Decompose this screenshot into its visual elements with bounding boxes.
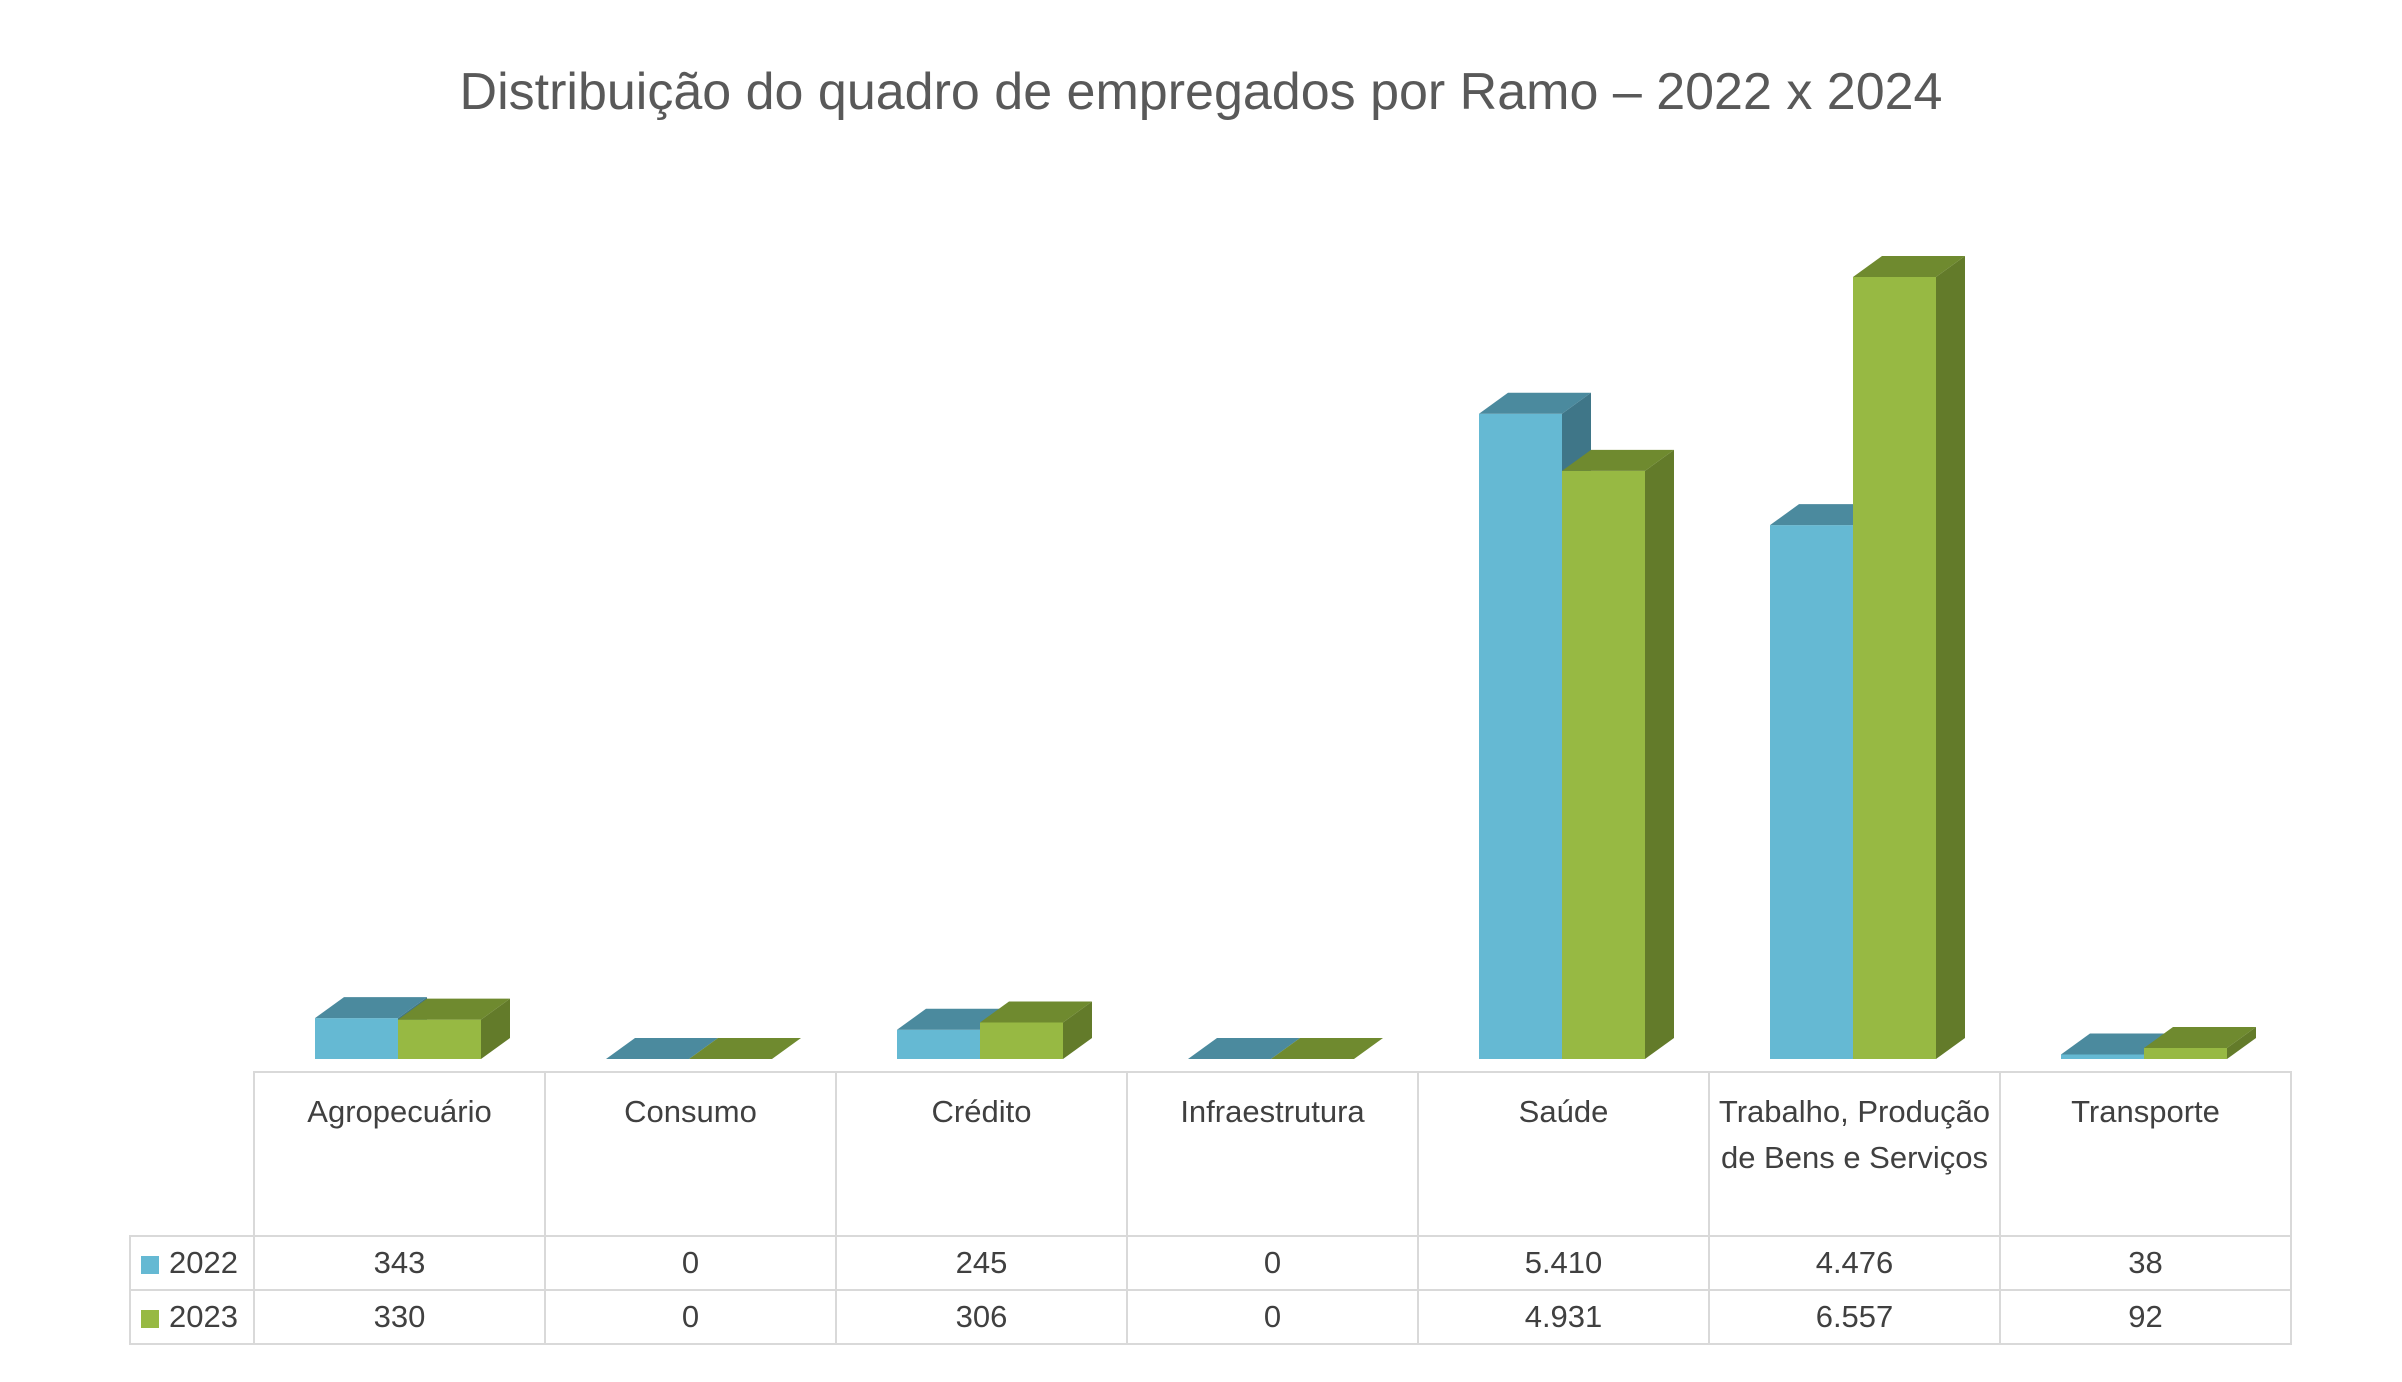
bar-2023 [689, 1038, 801, 1059]
category-label: Transporte [1999, 1071, 2292, 1237]
bar-side [1645, 449, 1674, 1059]
value-cell: 38 [1999, 1235, 2292, 1291]
bar-top [398, 998, 510, 1020]
bar-top [1188, 1038, 1300, 1059]
bar-side [1063, 1001, 1092, 1059]
legend-2023: 2023 [129, 1289, 255, 1345]
value-cell: 330 [253, 1289, 546, 1345]
bar-front [1853, 276, 1936, 1059]
data-table: Agropecuário Consumo Crédito Infraestrut… [129, 1071, 2292, 1345]
value-cell: 0 [1126, 1235, 1419, 1291]
series-name: 2023 [169, 1299, 238, 1334]
chart-title: Distribuição do quadro de empregados por… [459, 63, 1943, 121]
bar-2023 [1271, 1038, 1383, 1059]
category-label: Infraestrutura [1126, 1071, 1419, 1237]
value-cell: 4.931 [1417, 1289, 1710, 1345]
bar-2023 [1853, 255, 1965, 1059]
bar-front [398, 1019, 481, 1059]
category-label: Agropecuário [253, 1071, 546, 1237]
table-corner [130, 1072, 255, 1237]
value-cell: 306 [835, 1289, 1128, 1345]
table-header-row: Agropecuário Consumo Crédito Infraestrut… [130, 1071, 2292, 1237]
bar-front [2061, 1054, 2144, 1059]
bar-top [689, 1038, 801, 1059]
series-name: 2022 [169, 1245, 238, 1280]
value-cell: 343 [253, 1235, 546, 1291]
value-cell: 0 [1126, 1289, 1419, 1345]
table-row-2022: 2022 343 0 245 0 5.410 4.476 38 [129, 1235, 2292, 1291]
bar-top [315, 997, 427, 1019]
bar-front [980, 1022, 1063, 1059]
bar-top [980, 1001, 1092, 1023]
bar-front [1770, 525, 1853, 1059]
bar-top [606, 1038, 718, 1059]
bar-top [2144, 1027, 2256, 1049]
legend-2022: 2022 [129, 1235, 255, 1291]
bar-front [1479, 413, 1562, 1059]
bar-side [2227, 1027, 2256, 1059]
bar-top [1562, 449, 1674, 471]
value-cell: 245 [835, 1235, 1128, 1291]
bar-front [315, 1018, 398, 1059]
value-cell: 92 [1999, 1289, 2292, 1345]
bar-side [1936, 255, 1965, 1059]
value-cell: 4.476 [1708, 1235, 2001, 1291]
value-cell: 5.410 [1417, 1235, 1710, 1291]
bar-front [2144, 1048, 2227, 1059]
bar-2023 [1562, 449, 1674, 1059]
legend-swatch-2023 [141, 1310, 159, 1328]
bar-2022 [1188, 1038, 1300, 1059]
bar-2023 [980, 1001, 1092, 1059]
bar-front [897, 1029, 980, 1059]
category-label: Crédito [835, 1071, 1128, 1237]
category-label: Saúde [1417, 1071, 1710, 1237]
bar-2023 [2144, 1027, 2256, 1059]
bar-top [1479, 392, 1591, 414]
legend-swatch-2022 [141, 1256, 159, 1274]
table-row-2023: 2023 330 0 306 0 4.931 6.557 92 [129, 1289, 2292, 1345]
bar-top [1271, 1038, 1383, 1059]
value-cell: 6.557 [1708, 1289, 2001, 1345]
bar-front [1562, 470, 1645, 1059]
category-label: Trabalho, Produção de Bens e Serviços [1708, 1071, 2001, 1237]
bar-2022 [606, 1038, 718, 1059]
value-cell: 0 [544, 1235, 837, 1291]
bar-side [481, 998, 510, 1059]
bar-2023 [398, 998, 510, 1059]
category-label: Consumo [544, 1071, 837, 1237]
bar-top [1853, 255, 1965, 277]
value-cell: 0 [544, 1289, 837, 1345]
